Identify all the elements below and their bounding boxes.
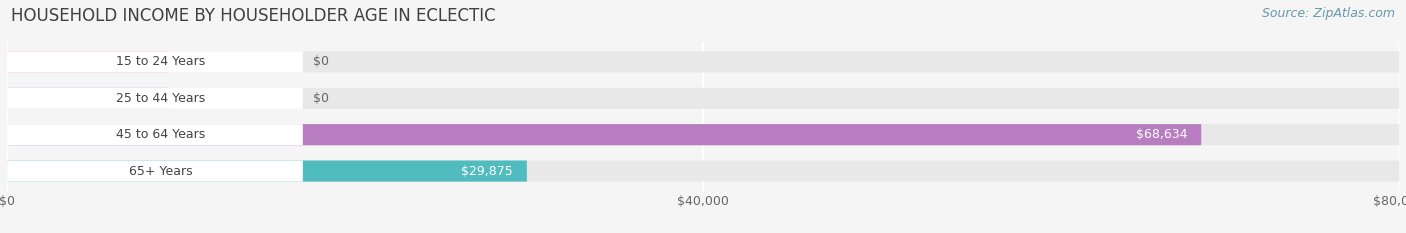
- FancyBboxPatch shape: [7, 161, 1399, 182]
- FancyBboxPatch shape: [7, 88, 302, 109]
- FancyBboxPatch shape: [7, 161, 527, 182]
- Text: 25 to 44 Years: 25 to 44 Years: [117, 92, 205, 105]
- FancyBboxPatch shape: [7, 124, 1201, 145]
- FancyBboxPatch shape: [7, 124, 302, 145]
- FancyBboxPatch shape: [7, 161, 302, 182]
- Text: HOUSEHOLD INCOME BY HOUSEHOLDER AGE IN ECLECTIC: HOUSEHOLD INCOME BY HOUSEHOLDER AGE IN E…: [11, 7, 496, 25]
- FancyBboxPatch shape: [7, 51, 170, 72]
- FancyBboxPatch shape: [7, 51, 1399, 72]
- FancyBboxPatch shape: [7, 51, 302, 72]
- Text: 15 to 24 Years: 15 to 24 Years: [117, 55, 205, 69]
- FancyBboxPatch shape: [7, 88, 170, 109]
- FancyBboxPatch shape: [7, 124, 1399, 145]
- Text: $0: $0: [314, 92, 329, 105]
- Text: 45 to 64 Years: 45 to 64 Years: [117, 128, 205, 141]
- Text: Source: ZipAtlas.com: Source: ZipAtlas.com: [1261, 7, 1395, 20]
- FancyBboxPatch shape: [7, 88, 1399, 109]
- Text: $29,875: $29,875: [461, 164, 513, 178]
- Text: 65+ Years: 65+ Years: [129, 164, 193, 178]
- Text: $68,634: $68,634: [1136, 128, 1187, 141]
- Text: $0: $0: [314, 55, 329, 69]
